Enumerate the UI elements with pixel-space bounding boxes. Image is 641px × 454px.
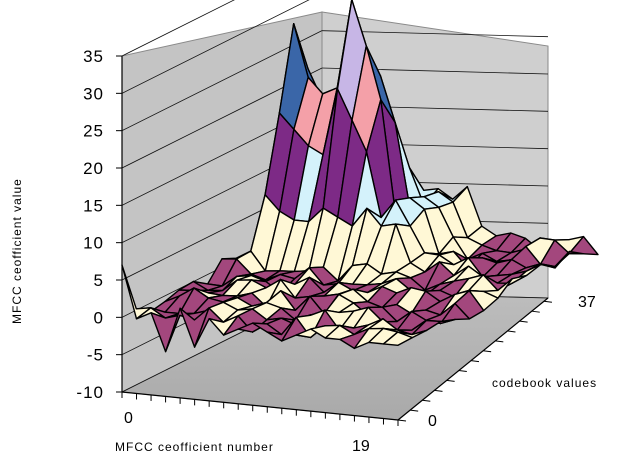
z-end-label: 37 xyxy=(578,294,596,311)
z-tick-mark xyxy=(470,360,480,363)
y-tick-label: 35 xyxy=(83,47,104,66)
y-tick-label: 10 xyxy=(83,234,104,253)
z-tick-mark xyxy=(543,300,553,303)
y-tick-label: -5 xyxy=(87,346,104,365)
y-tick-label: 5 xyxy=(94,271,104,290)
x-end-label: 19 xyxy=(352,438,370,454)
x-ticks xyxy=(121,392,399,426)
y-axis-title: MFCC ceofficient value xyxy=(10,178,24,324)
y-tick-labels: 35 30 25 20 15 10 5 0 -5 -10 xyxy=(76,47,122,402)
y-tick-label: 0 xyxy=(94,308,104,327)
z-tick-mark xyxy=(397,419,407,422)
side-gridline xyxy=(121,0,235,57)
z-tick-mark xyxy=(519,320,528,323)
y-tick-label: 15 xyxy=(83,196,104,215)
z-tick-mark xyxy=(458,370,467,373)
z-tick-mark xyxy=(434,389,443,392)
axes xyxy=(121,56,549,421)
y-tick-label: -10 xyxy=(76,383,104,402)
y-tick-label: 20 xyxy=(83,159,104,178)
z-tick-mark xyxy=(495,340,504,343)
y-tick-label: 25 xyxy=(83,122,104,141)
surface-cell xyxy=(382,331,413,346)
x-start-label: 0 xyxy=(124,410,133,427)
surface-mesh xyxy=(121,0,599,353)
z-tick-mark xyxy=(531,310,540,313)
y-tick-label: 30 xyxy=(83,84,104,103)
z-tick-mark xyxy=(507,330,516,333)
z-tick-mark xyxy=(446,379,455,382)
z-tick-mark xyxy=(483,350,492,353)
z-start-label: 0 xyxy=(428,413,437,430)
z-tick-mark xyxy=(422,399,431,402)
x-axis-title: MFCC ceofficient number xyxy=(115,440,274,454)
z-axis-title: codebook values xyxy=(492,376,597,390)
z-tick-mark xyxy=(410,409,419,412)
side-gridline xyxy=(121,30,323,132)
z-axis-line xyxy=(397,297,549,421)
z-ticks xyxy=(397,300,553,422)
x-axis-line xyxy=(121,391,399,421)
side-gridline xyxy=(121,0,310,94)
